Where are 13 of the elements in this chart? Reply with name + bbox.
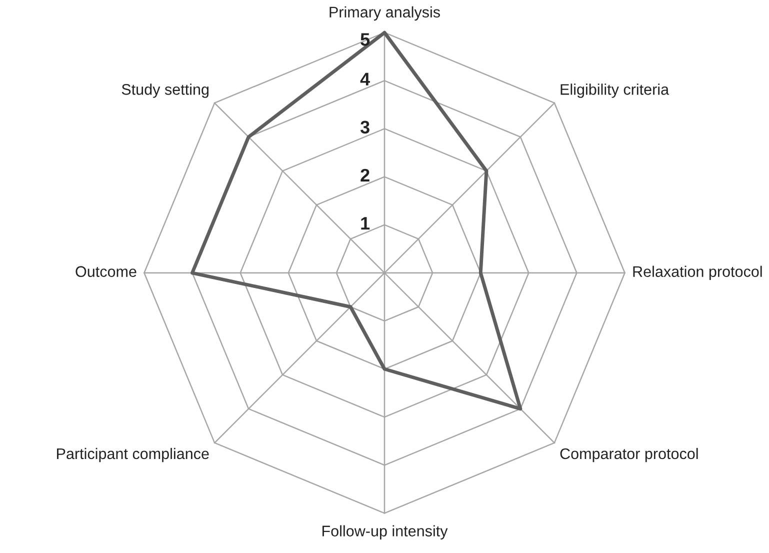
spoke-label: Follow-up intensity [322,525,448,540]
spoke-label: Study setting [122,84,208,98]
y-tick-label: 1 [361,217,370,230]
y-tick-label: 5 [360,33,370,46]
spoke-label: Relaxation protocol [633,266,762,280]
spoke-label: Comparator protocol [560,448,698,462]
spoke-label: Primary analysis [330,6,440,21]
spoke-label: Outcome [76,266,136,277]
spoke-label: Participant compliance [57,448,209,462]
y-tick-label: 2 [360,168,370,182]
y-tick-label: 4 [360,72,370,86]
y-tick-label: 3 [360,120,370,134]
spoke-label: Eligibility criteria [560,84,670,98]
